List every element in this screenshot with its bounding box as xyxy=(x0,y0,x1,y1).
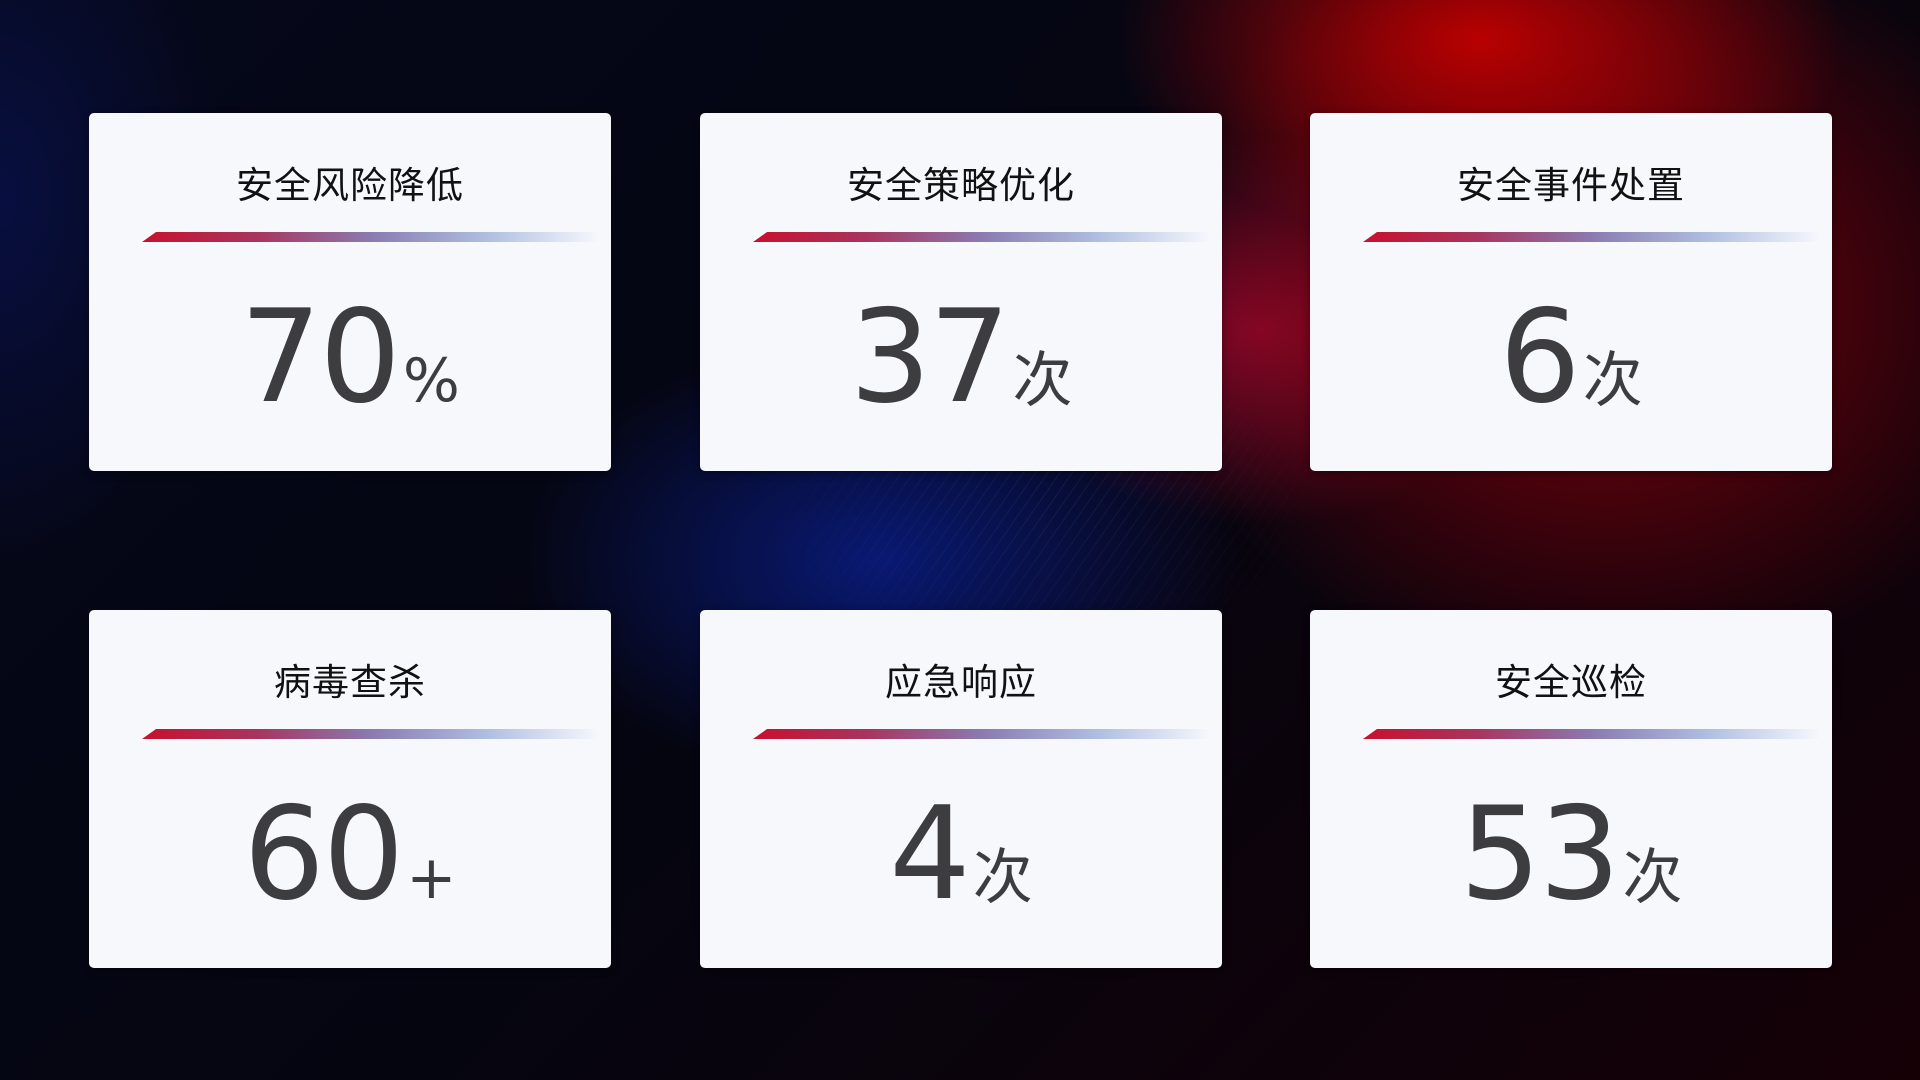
stat-card-security-patrol: 安全巡检 53次 xyxy=(1310,610,1832,968)
value-number: 53 xyxy=(1459,780,1621,929)
stat-card-emergency-response: 应急响应 4次 xyxy=(700,610,1222,968)
value-number: 6 xyxy=(1499,283,1580,432)
divider-bar xyxy=(753,729,1210,739)
stat-card-incident-handling: 安全事件处置 6次 xyxy=(1310,113,1832,471)
card-value: 70% xyxy=(89,283,611,432)
card-title: 安全策略优化 xyxy=(847,164,1075,207)
card-title: 安全事件处置 xyxy=(1457,164,1685,207)
divider-bar xyxy=(753,232,1210,242)
divider-bar xyxy=(1363,729,1820,739)
card-title: 安全巡检 xyxy=(1495,661,1647,704)
value-unit: 次 xyxy=(1622,843,1683,913)
divider-bar xyxy=(142,729,599,739)
value-number: 4 xyxy=(889,780,970,929)
stat-card-virus-removal: 病毒查杀 60+ xyxy=(89,610,611,968)
value-unit: % xyxy=(402,346,460,416)
card-title: 安全风险降低 xyxy=(236,164,464,207)
divider-bar xyxy=(1363,232,1820,242)
value-unit: + xyxy=(406,843,457,913)
value-number: 70 xyxy=(240,283,401,432)
card-value: 53次 xyxy=(1310,780,1832,929)
value-number: 60 xyxy=(243,780,404,929)
value-unit: 次 xyxy=(1582,346,1643,416)
value-unit: 次 xyxy=(1012,346,1073,416)
stat-card-policy-optimization: 安全策略优化 37次 xyxy=(700,113,1222,471)
card-value: 37次 xyxy=(700,283,1222,432)
card-value: 4次 xyxy=(700,780,1222,929)
stat-card-risk-reduction: 安全风险降低 70% xyxy=(89,113,611,471)
divider-bar xyxy=(142,232,599,242)
card-title: 应急响应 xyxy=(885,661,1037,704)
card-value: 6次 xyxy=(1310,283,1832,432)
card-title: 病毒查杀 xyxy=(274,661,426,704)
value-unit: 次 xyxy=(972,843,1033,913)
card-value: 60+ xyxy=(89,780,611,929)
value-number: 37 xyxy=(849,283,1011,432)
